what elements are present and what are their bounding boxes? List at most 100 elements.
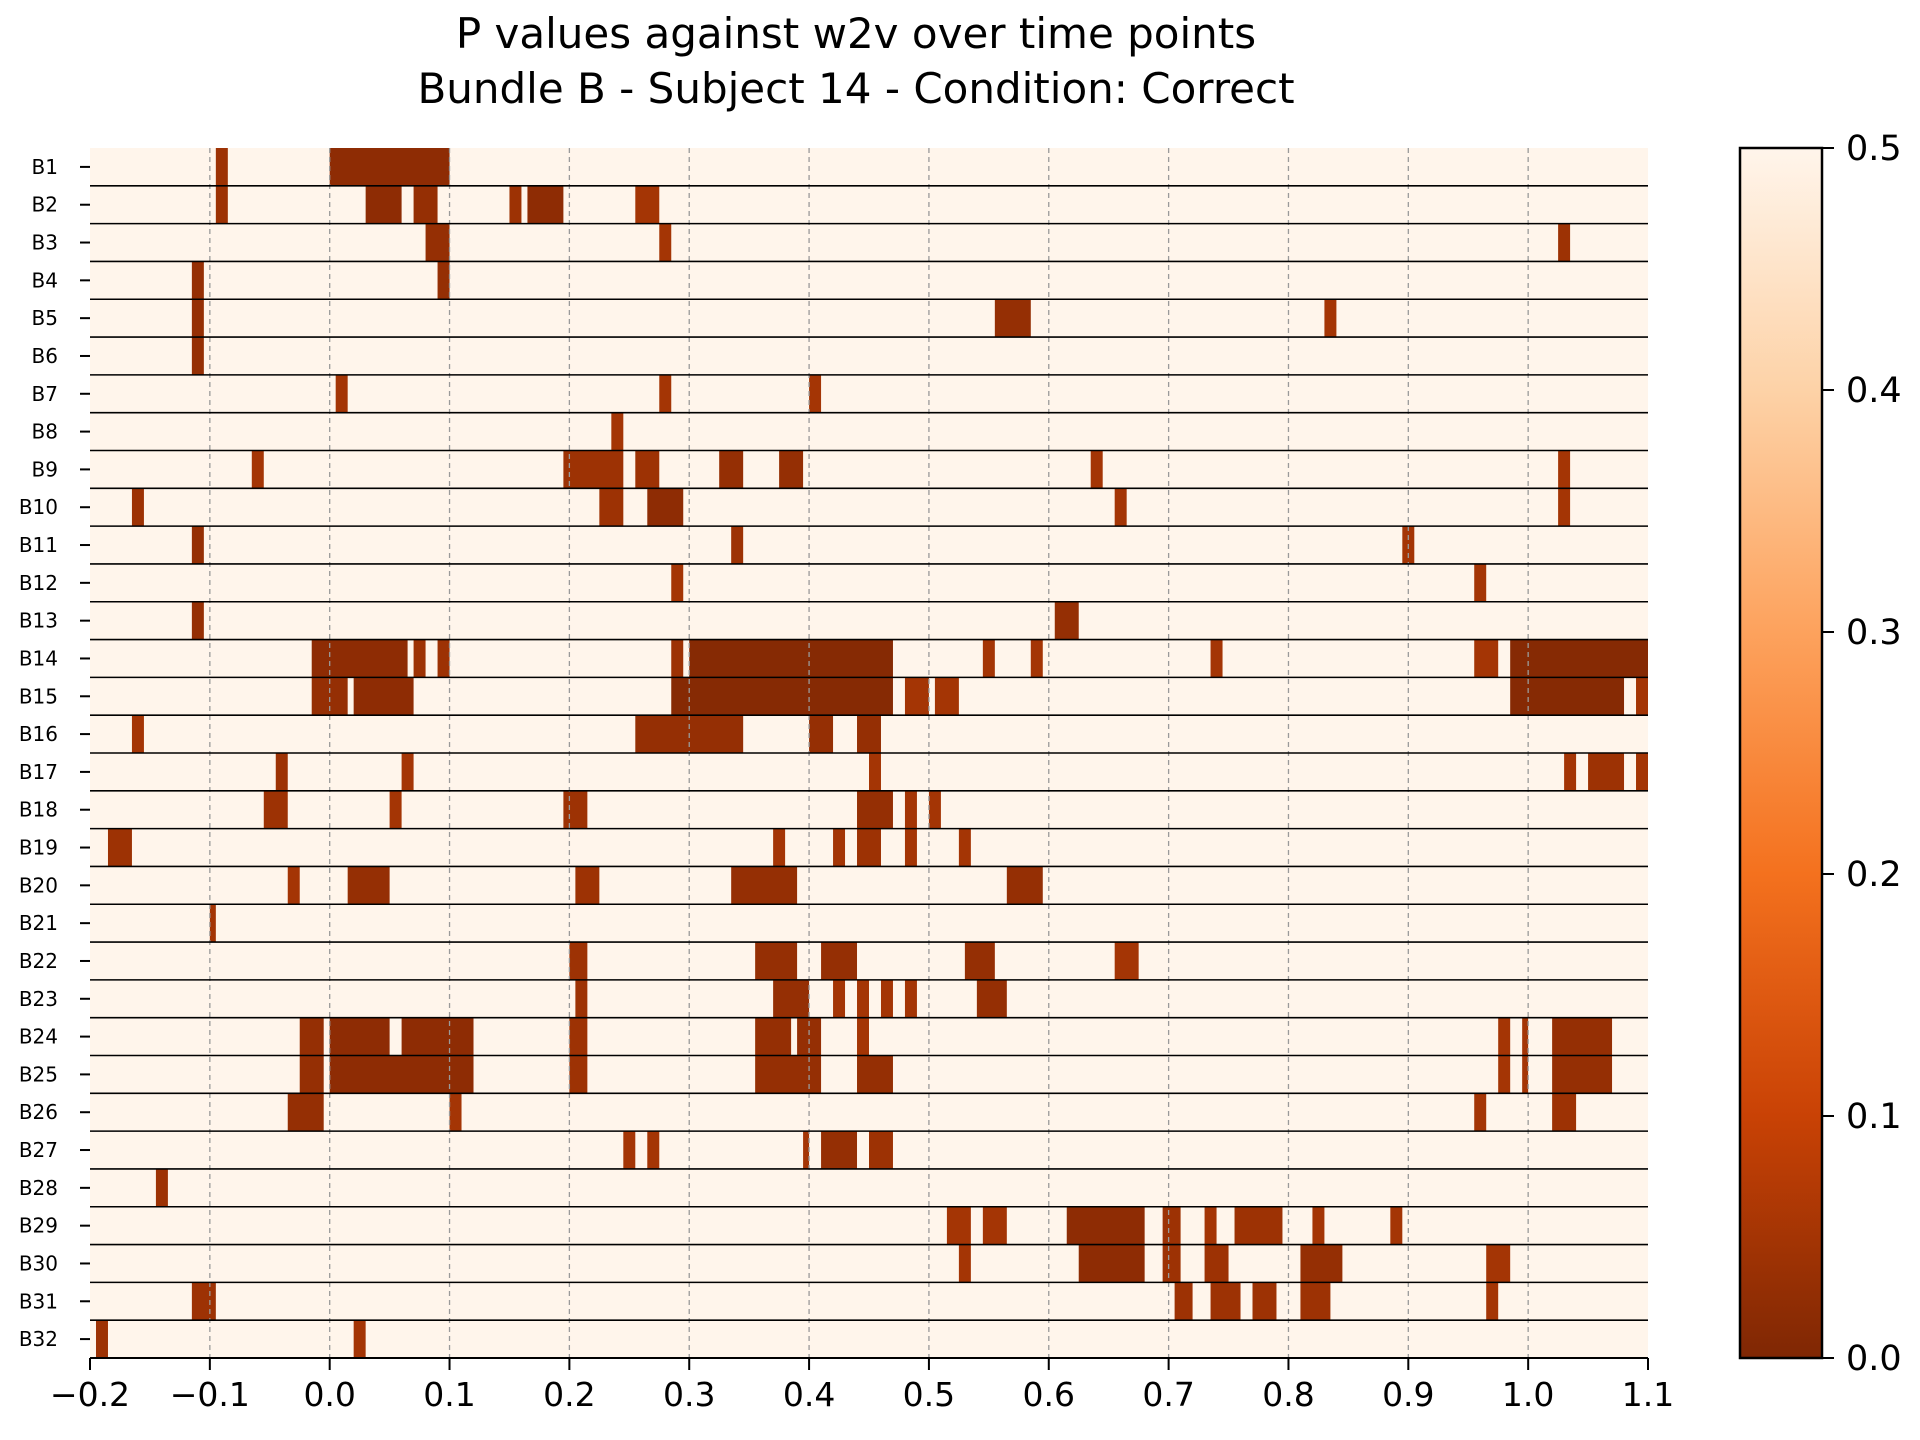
heatmap-cell [928,790,941,829]
heatmap-cell [1090,450,1103,489]
heatmap-cell [857,715,881,753]
heatmap-cell [191,299,204,338]
heatmap-cell [335,374,348,413]
heatmap-cell [1564,753,1577,791]
heatmap-cell [1300,1244,1343,1283]
heatmap-cell [299,1017,324,1056]
heatmap-cell [563,790,588,829]
heatmap-cell [131,715,144,753]
heatmap-cell [976,979,1007,1018]
heatmap-cell [904,828,917,867]
heatmap-cell [449,1093,462,1132]
heatmap-cell [311,639,408,678]
colorbar-gradient [1738,146,1824,1360]
heatmap-cell [299,1055,324,1094]
y-tick-label: B25 [19,1062,58,1086]
heatmap-cell [329,1017,390,1056]
heatmap-cell [131,488,144,527]
heatmap-cell [982,639,995,678]
heatmap-cell [731,866,798,905]
y-tick-label: B27 [19,1138,58,1162]
y-tick-label: B22 [19,949,58,973]
y-axis: B1 B2 B3 B4 B5 B6 B7 B8 B9 B10 B11 B12 B13 B14 B15 B16 B… [19,155,90,1351]
y-tick-label: B23 [19,987,58,1011]
x-tick-label: 0.6 [1023,1375,1075,1414]
heatmap-cell [731,526,744,564]
x-tick-label: −0.1 [170,1375,250,1414]
heatmap-cell [527,185,564,224]
heatmap-cell [1030,639,1043,678]
x-tick-label: 0.3 [663,1375,715,1414]
heatmap-cell [1390,1206,1403,1245]
heatmap-cell [1300,1282,1331,1321]
heatmap-cell [1174,1282,1193,1321]
heatmap-cell [689,639,893,678]
heatmap-cell [869,1131,893,1169]
heatmap-cell [563,450,624,489]
y-tick-label: B3 [32,231,58,255]
heatmap-cell [1552,1093,1577,1132]
heatmap-cell [904,677,929,716]
heatmap-cell [869,753,881,791]
heatmap-cell [413,185,438,224]
heatmap-cell [215,185,228,224]
heatmap-cell [1312,1206,1325,1245]
y-tick-label: B10 [19,495,58,519]
heatmap-cell [1114,488,1127,527]
x-tick-label: 0.5 [903,1375,955,1414]
y-tick-label: B2 [32,193,58,217]
heatmap-cell [857,1017,869,1056]
y-tick-label: B12 [19,571,58,595]
x-tick-label: 0.7 [1142,1375,1194,1414]
heatmap-cell [994,299,1031,338]
heatmap-cell [635,185,660,224]
heatmap-cell [647,488,684,527]
heatmap-cell [719,450,744,489]
heatmap-cell [1210,1282,1241,1321]
x-tick-label: 0.8 [1262,1375,1314,1414]
heatmap-cell [191,261,204,300]
heatmap-cell [401,1017,474,1056]
heatmap-cell [821,942,858,980]
y-tick-label: B13 [19,609,58,633]
heatmap-cell [353,677,414,716]
heatmap-cell [1636,753,1648,791]
heatmap-cell [401,753,414,791]
heatmap-cell [1474,1093,1487,1132]
y-tick-label: B20 [19,873,58,897]
heatmap-cell [1486,1282,1499,1321]
heatmap-cell [1552,1017,1613,1056]
heatmap-cell [809,715,834,753]
heatmap-cell [191,601,204,640]
heatmap-cell [1078,1244,1145,1283]
heatmap-cell [1636,677,1648,716]
heatmap-cell [1066,1206,1145,1245]
heatmap-cell [779,450,804,489]
heatmap-cell [1234,1206,1283,1245]
x-tick-label: 0.0 [303,1375,355,1414]
y-tick-label: B9 [32,457,58,481]
heatmap-cell [575,866,600,905]
heatmap-cell [209,904,216,943]
heatmap-cell [904,979,917,1018]
heatmap-cell [155,1168,168,1207]
heatmap-cell [95,1320,108,1358]
x-tick-label: 0.2 [543,1375,595,1414]
heatmap-cell [1522,1017,1529,1056]
heatmap-cell [263,790,288,829]
heatmap-cell [275,753,288,791]
heatmap-cell [287,1093,324,1132]
heatmap-cell [1474,639,1499,678]
heatmap-cell [934,677,959,716]
heatmap-cell [755,942,798,980]
colorbar-tick-label: 0.4 [1846,371,1902,411]
heatmap-cell [755,1017,792,1056]
heatmap-cell [803,1131,810,1169]
heatmap-cell [1114,942,1139,980]
colorbar-tick-label: 0.3 [1846,613,1902,653]
heatmap-cell [946,1206,971,1245]
x-tick-label: 0.1 [423,1375,475,1414]
row-separators [90,185,1648,1321]
heatmap-cell [1054,601,1079,640]
heatmap-cell [1162,1206,1181,1245]
